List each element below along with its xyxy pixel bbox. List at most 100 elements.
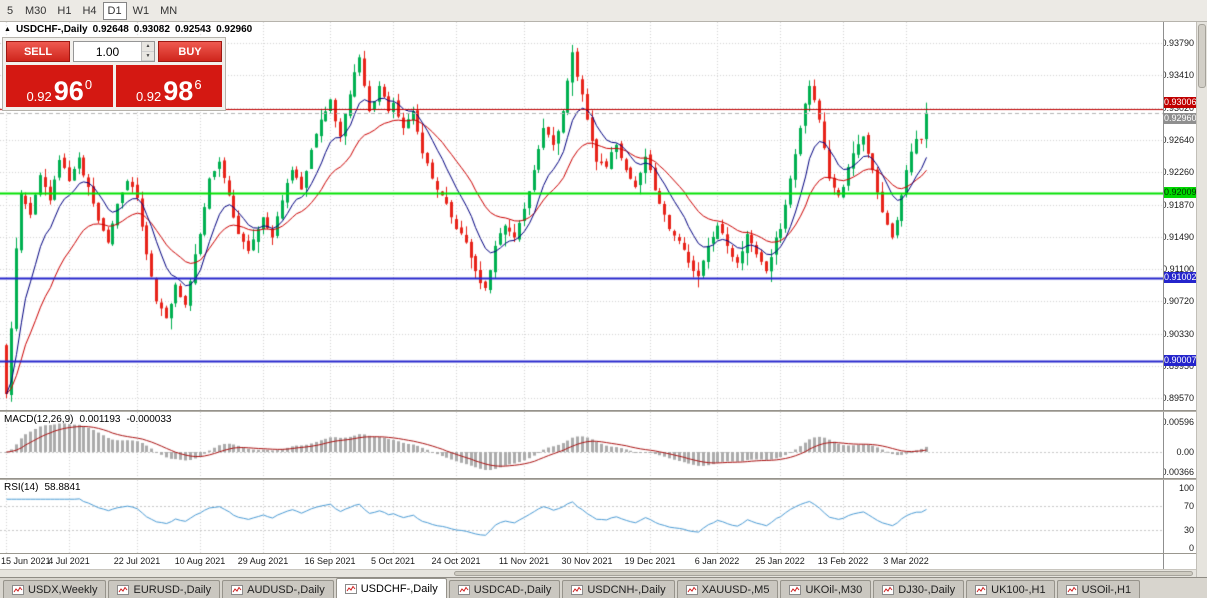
chart-tab-label: UKOil-,M30 [805,583,863,596]
price-axis: 0.937900.934100.930200.926400.922600.918… [1163,22,1196,410]
chart-tab-label: USDCHF-,Daily [360,582,438,595]
time-axis-label: 4 Jul 2021 [48,556,90,566]
chart-tab-ukoil-m30[interactable]: UKOil-,M30 [780,580,872,598]
chart-tab-usdcnh-daily[interactable]: USDCNH-,Daily [562,580,675,598]
chart-tab-usdcad-daily[interactable]: USDCAD-,Daily [448,580,561,598]
price-pane: ▲ USDCHF-,Daily 0.92648 0.93082 0.92543 … [0,22,1196,410]
volume-increase-button[interactable]: ▲ [142,42,154,52]
time-axis-label: 10 Aug 2021 [174,556,226,566]
sell-price-button[interactable]: 0.92 96 0 [6,65,113,107]
macd-header: MACD(12,26,9) 0.001193 -0.000033 [4,414,171,425]
time-axis-label: 19 Dec 2021 [624,556,676,566]
chart-tab-icon [117,584,130,595]
time-axis-label: 25 Jan 2022 [755,556,805,566]
horizontal-scrollbar[interactable] [0,569,1196,577]
sell-button[interactable]: SELL [6,41,70,62]
macd-main-value: 0.001193 [79,414,121,425]
macd-chart-canvas[interactable] [0,412,1163,478]
rsi-tick-label: 30 [1183,525,1194,535]
ohlc-high-value: 0.93082 [133,24,170,35]
axis-border [0,553,1196,554]
chart-tab-icon [975,584,988,595]
price-tick-label: 0.93410 [1163,70,1194,81]
buy-price-button[interactable]: 0.92 98 6 [115,65,222,107]
rsi-label: RSI(14) [4,482,39,493]
price-line-label: 0.91002 [1164,271,1196,283]
one-click-trading-panel: SELL 1.00 ▲ ▼ BUY 0.92 96 0 [2,37,226,111]
volume-decrease-button[interactable]: ▼ [142,51,154,61]
chart-tab-label: USOil-,H1 [1081,583,1132,596]
chart-tab-uk100-h1[interactable]: UK100-,H1 [966,580,1055,598]
chart-tab-usoil-h1[interactable]: USOil-,H1 [1056,580,1141,598]
sell-price-big: 96 [53,76,84,106]
rsi-tick-label: 100 [1178,483,1194,493]
chart-tab-label: USDCAD-,Daily [473,583,552,596]
time-axis-label: 6 Jan 2022 [694,556,740,566]
chart-tab-icon [457,584,470,595]
price-line-label: 0.90007 [1164,355,1196,367]
horizontal-scrollbar-thumb[interactable] [454,571,1193,576]
timeframe-button-h1[interactable]: H1 [57,4,72,17]
buy-button[interactable]: BUY [158,41,222,62]
chart-tabs-bar: USDX,Weekly EURUSD-,Daily AUDUSD-,Daily USD… [0,577,1207,598]
timeframe-button-h4[interactable]: H4 [82,4,97,17]
time-axis-label: 30 Nov 2021 [561,556,613,566]
vertical-scrollbar[interactable] [1196,22,1207,577]
chart-tab-icon [789,584,802,595]
price-line-label: 0.92960 [1164,112,1196,124]
price-tick-label: 0.91870 [1163,199,1194,210]
time-axis-label: 3 Mar 2022 [883,556,929,566]
timeframe-button-m30[interactable]: M30 [25,4,47,17]
rsi-pane: RSI(14) 58.8841 100 70 30 0 [0,480,1196,553]
chart-tab-label: AUDUSD-,Daily [247,583,325,596]
volume-value[interactable]: 1.00 [95,44,120,59]
buy-price-big: 98 [163,76,194,106]
price-tick-label: 0.90330 [1163,329,1194,340]
price-tick-label: 0.91490 [1163,231,1194,242]
chart-tab-usdx-weekly[interactable]: USDX,Weekly [3,580,107,598]
chart-tab-eurusd-daily[interactable]: EURUSD-,Daily [108,580,221,598]
chart-tab-icon [231,584,244,595]
time-axis-label: 24 Oct 2021 [431,556,481,566]
rsi-tick-label: 0 [1188,543,1194,553]
rsi-axis: 100 70 30 0 [1163,480,1196,553]
timeframe-button-w1[interactable]: W1 [132,4,150,17]
chart-tab-icon [344,583,357,594]
price-tick-label: 0.91100 [1163,264,1194,275]
chart-tab-xauusd-m5[interactable]: XAUUSD-,M5 [676,580,779,598]
chart-tab-usdchf-daily[interactable]: USDCHF-,Daily [335,578,447,598]
price-tick-label: 0.92260 [1163,166,1194,177]
price-tick-label: 0.90720 [1163,296,1194,307]
rsi-header: RSI(14) 58.8841 [4,482,81,493]
price-tick-label: 0.92640 [1163,134,1194,145]
buy-price-prefix: 0.92 [135,89,162,104]
macd-tick-label: -0.00366 [1164,467,1194,477]
macd-tick-label: 0.00 [1176,447,1194,457]
chart-symbol-label: USDCHF-,Daily [15,24,88,35]
chart-tab-label: USDCNH-,Daily [587,583,666,596]
timeframe-button-5[interactable]: 5 [6,4,14,17]
chart-tab-audusd-daily[interactable]: AUDUSD-,Daily [222,580,334,598]
pane-separator[interactable] [0,410,1196,412]
macd-axis: 0.00596 0.00 -0.00366 [1163,412,1196,478]
vertical-scrollbar-thumb[interactable] [1198,24,1206,88]
pane-separator[interactable] [0,478,1196,480]
chart-workspace: ▲ USDCHF-,Daily 0.92648 0.93082 0.92543 … [0,22,1207,577]
chart-tab-icon [882,584,895,595]
timeframe-button-d1[interactable]: D1 [102,1,127,20]
macd-label: MACD(12,26,9) [4,414,74,425]
ohlc-open-value: 0.92648 [92,24,129,35]
chart-tab-label: UK100-,H1 [991,583,1046,596]
sell-price-pip: 0 [84,77,93,92]
ohlc-low-value: 0.92543 [174,24,212,35]
chart-tab-dj30-daily[interactable]: DJ30-,Daily [873,580,965,598]
chart-tab-icon [1065,584,1078,595]
macd-signal-value: -0.000033 [126,414,172,425]
axis-corner [1163,554,1196,569]
rsi-chart-canvas[interactable] [0,480,1163,553]
time-axis: 15 Jun 2021 4 Jul 2021 22 Jul 2021 10 Aug 2… [0,554,1196,569]
chart-tab-icon [571,584,584,595]
time-axis-label: 13 Feb 2022 [817,556,869,566]
volume-stepper[interactable]: 1.00 ▲ ▼ [73,41,155,62]
timeframe-button-mn[interactable]: MN [160,4,178,17]
